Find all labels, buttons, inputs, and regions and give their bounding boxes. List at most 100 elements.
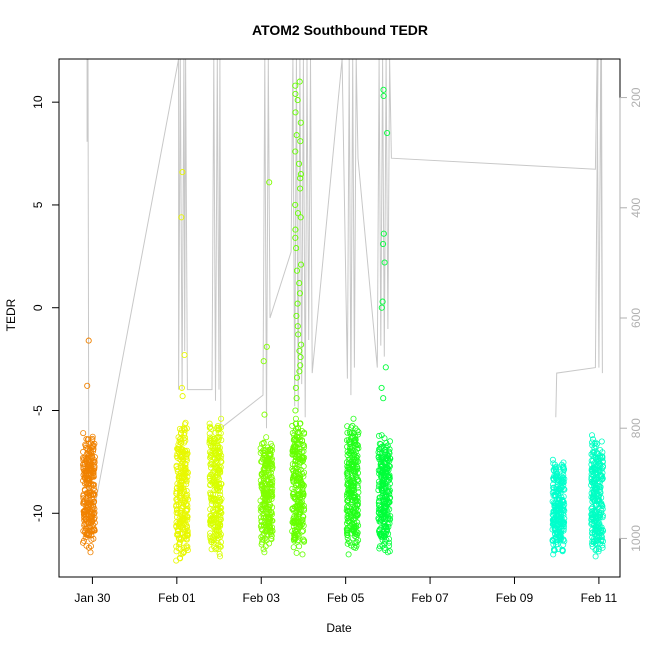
data-point bbox=[300, 463, 307, 470]
data-point bbox=[588, 476, 595, 483]
data-point bbox=[348, 497, 355, 504]
data-point bbox=[176, 436, 183, 443]
data-point bbox=[265, 472, 272, 479]
data-point bbox=[354, 482, 361, 489]
data-point bbox=[261, 491, 268, 498]
data-point bbox=[179, 515, 186, 522]
data-point bbox=[553, 468, 560, 475]
data-point bbox=[289, 485, 296, 492]
data-point bbox=[90, 448, 97, 455]
data-point bbox=[598, 509, 605, 516]
data-point bbox=[85, 524, 92, 531]
data-point bbox=[267, 485, 274, 492]
data-point bbox=[210, 537, 217, 544]
data-point bbox=[599, 469, 606, 476]
data-point bbox=[557, 509, 564, 516]
data-point bbox=[176, 475, 183, 482]
data-point bbox=[597, 527, 604, 534]
outlier-point bbox=[293, 312, 300, 319]
data-point bbox=[344, 529, 351, 536]
data-point bbox=[213, 545, 220, 552]
data-point bbox=[345, 514, 352, 521]
data-point bbox=[350, 437, 357, 444]
data-point bbox=[292, 415, 299, 422]
data-point bbox=[217, 491, 224, 498]
data-point bbox=[590, 539, 597, 546]
data-point bbox=[206, 440, 213, 447]
data-point bbox=[210, 508, 217, 515]
data-point bbox=[592, 553, 599, 560]
data-point bbox=[551, 517, 558, 524]
data-point bbox=[87, 516, 94, 523]
data-point bbox=[344, 540, 351, 547]
data-point bbox=[589, 432, 596, 439]
data-point bbox=[290, 507, 297, 514]
data-point bbox=[381, 530, 388, 537]
data-point bbox=[217, 516, 224, 523]
data-point bbox=[89, 433, 96, 440]
data-point bbox=[599, 449, 606, 456]
data-point bbox=[379, 542, 386, 549]
data-point bbox=[560, 468, 567, 475]
data-point bbox=[265, 496, 272, 503]
data-point bbox=[80, 508, 87, 515]
data-point bbox=[181, 460, 188, 467]
data-point bbox=[345, 508, 352, 515]
data-point bbox=[264, 531, 271, 538]
data-point bbox=[553, 541, 560, 548]
data-point bbox=[348, 424, 355, 431]
outlier-point bbox=[296, 347, 303, 354]
data-point bbox=[353, 455, 360, 462]
data-point bbox=[207, 443, 214, 450]
data-point bbox=[592, 443, 599, 450]
data-point bbox=[258, 470, 265, 477]
data-point bbox=[258, 481, 265, 488]
data-point bbox=[550, 460, 557, 467]
data-point bbox=[300, 490, 307, 497]
data-point bbox=[290, 478, 297, 485]
data-point bbox=[295, 434, 302, 441]
data-point bbox=[589, 495, 596, 502]
data-point bbox=[174, 468, 181, 475]
data-point bbox=[215, 510, 222, 517]
data-point bbox=[90, 473, 97, 480]
data-point bbox=[592, 516, 599, 523]
point-cluster-8 bbox=[549, 456, 568, 558]
data-point bbox=[597, 471, 604, 478]
data-point bbox=[259, 501, 266, 508]
outlier-point bbox=[261, 411, 268, 418]
data-point bbox=[355, 478, 362, 485]
data-point bbox=[353, 510, 360, 517]
data-point bbox=[591, 448, 598, 455]
outlier-point bbox=[295, 331, 302, 338]
data-point bbox=[174, 510, 181, 517]
point-cluster-6 bbox=[343, 415, 362, 558]
data-point bbox=[215, 501, 222, 508]
data-point bbox=[267, 480, 274, 487]
data-point bbox=[588, 490, 595, 497]
data-point bbox=[588, 461, 595, 468]
data-point bbox=[593, 546, 600, 553]
data-point bbox=[182, 514, 189, 521]
data-point bbox=[181, 429, 188, 436]
data-point bbox=[215, 436, 222, 443]
outlier-point bbox=[294, 300, 301, 307]
data-point bbox=[596, 496, 603, 503]
data-point bbox=[217, 539, 224, 546]
data-point bbox=[215, 467, 222, 474]
data-point bbox=[266, 515, 273, 522]
data-point bbox=[90, 535, 97, 542]
data-point bbox=[381, 504, 388, 511]
point-cluster-7 bbox=[375, 86, 394, 556]
data-point bbox=[185, 496, 192, 503]
data-point bbox=[289, 465, 296, 472]
outlier-point bbox=[294, 210, 302, 217]
data-point bbox=[184, 531, 191, 538]
data-point bbox=[208, 537, 215, 544]
data-point bbox=[386, 491, 393, 498]
data-point bbox=[80, 492, 87, 499]
data-point bbox=[293, 528, 300, 535]
outlier-point bbox=[178, 214, 185, 221]
data-point bbox=[596, 512, 603, 519]
data-point bbox=[375, 478, 382, 485]
